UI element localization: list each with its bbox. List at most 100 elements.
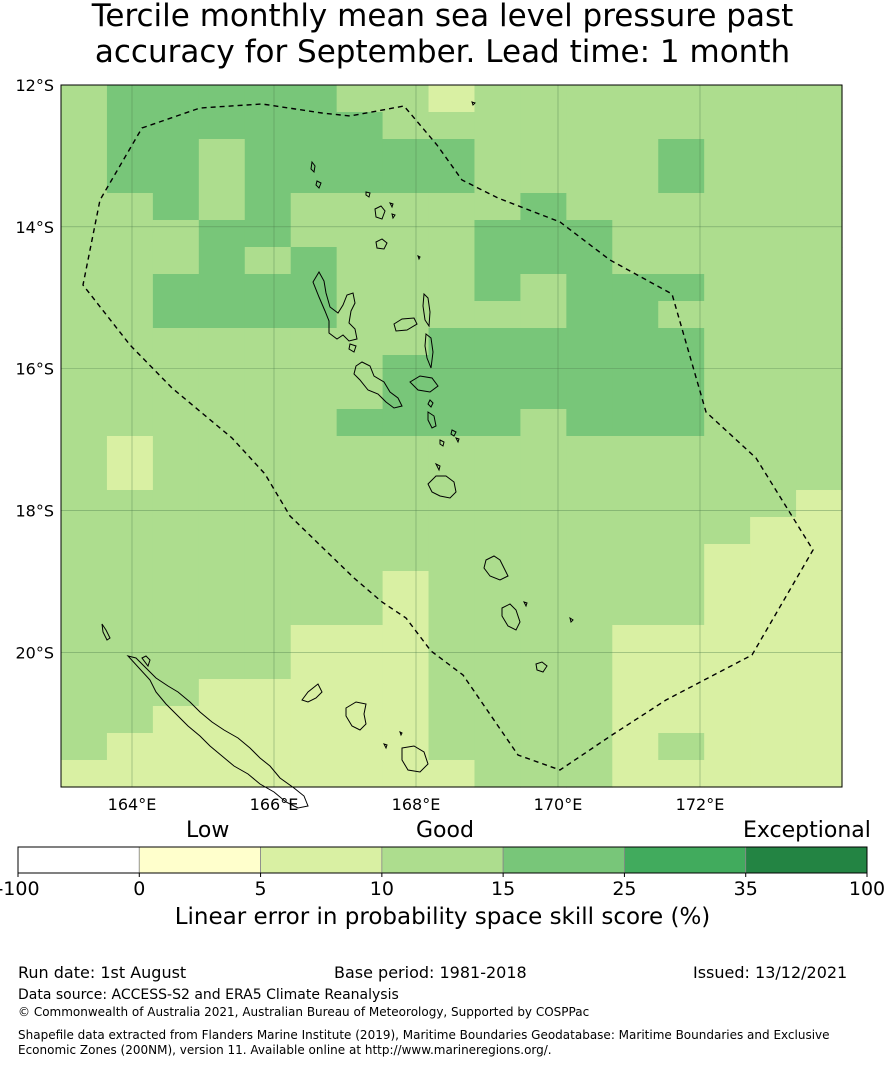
grid-cell	[704, 598, 751, 626]
grid-cell	[704, 544, 751, 572]
island-paama	[427, 399, 434, 408]
grid-cell	[520, 706, 567, 734]
grid-cell	[796, 760, 843, 788]
grid-cell	[198, 166, 246, 194]
grid-cell	[152, 85, 200, 113]
grid-cell	[61, 733, 108, 761]
grid-cell	[336, 139, 384, 167]
grid-cell	[658, 436, 705, 464]
grid-cell	[566, 706, 613, 734]
grid-cell	[566, 760, 613, 788]
grid-cell	[474, 760, 522, 788]
grid-cell	[152, 679, 200, 707]
grid-cell	[796, 436, 843, 464]
grid-cell	[106, 328, 154, 356]
island-erromango	[483, 555, 509, 581]
grid-cell	[382, 517, 430, 545]
grid-cell	[382, 463, 430, 491]
grid-cell	[106, 598, 154, 626]
grid-cell	[61, 247, 108, 275]
grid-cell	[106, 679, 154, 707]
grid-cell	[520, 247, 567, 275]
grid-cell	[704, 274, 751, 302]
grid-cell	[152, 382, 200, 410]
grid-cell	[198, 247, 246, 275]
island-aniwa	[523, 601, 528, 608]
grid-cell	[290, 193, 338, 221]
grid-cell	[796, 85, 843, 113]
colorbar-tick-label: 0	[133, 878, 145, 900]
grid-cell	[474, 544, 522, 572]
grid-cell	[612, 436, 659, 464]
grid-cell	[704, 166, 751, 194]
legend-category-exceptional: Exceptional	[743, 818, 871, 843]
grid-cell	[750, 274, 797, 302]
grid-cell	[244, 490, 292, 518]
grid-cell	[61, 436, 108, 464]
grid-cell	[382, 436, 430, 464]
colorbar-tick-label: 35	[734, 878, 758, 900]
colorbar-caption: Linear error in probability space skill …	[174, 904, 711, 930]
colorbar: -100 0 5 10 15 25 35 100	[0, 846, 885, 900]
grid-cell	[612, 760, 659, 788]
grid-cell	[520, 112, 567, 140]
legend-category-good: Good	[416, 818, 474, 843]
grid-cell	[750, 409, 797, 437]
grid-cell	[61, 382, 108, 410]
grid-cell	[336, 436, 384, 464]
grid-cell	[612, 625, 659, 653]
grid-cell	[612, 166, 659, 194]
grid-cell	[520, 301, 567, 329]
grid-cell	[382, 247, 430, 275]
grid-cell	[612, 112, 659, 140]
island-gaua	[375, 238, 388, 250]
grid-cell	[428, 517, 476, 545]
grid-cell	[428, 598, 476, 626]
grid-cell	[290, 625, 338, 653]
grid-cell	[658, 328, 705, 356]
grid-cell	[704, 517, 751, 545]
grid-cell	[796, 571, 843, 599]
grid-cell	[796, 220, 843, 248]
latitude-label: 14°S	[15, 218, 54, 237]
grid-cell	[658, 490, 705, 518]
grid-cell	[796, 301, 843, 329]
grid-cell	[198, 652, 246, 680]
grid-cell	[336, 85, 384, 113]
grid-cell	[290, 652, 338, 680]
grid-cell	[704, 679, 751, 707]
grid-cell	[106, 760, 154, 788]
grid-cell	[520, 220, 567, 248]
grid-cell	[428, 85, 476, 113]
grid-cell	[152, 760, 200, 788]
grid-cell	[428, 166, 476, 194]
grid-cell	[61, 679, 108, 707]
island-vanua-lava	[389, 202, 396, 220]
grid-cell	[566, 193, 613, 221]
grid-cell	[750, 382, 797, 410]
grid-cell	[290, 436, 338, 464]
grid-cell	[474, 517, 522, 545]
grid-cell	[566, 328, 613, 356]
grid-cell	[520, 409, 567, 437]
grid-cell	[474, 652, 522, 680]
grid-cell	[106, 571, 154, 599]
grid-cell	[474, 328, 522, 356]
grid-cell	[474, 301, 522, 329]
grid-cell	[106, 85, 154, 113]
grid-cell	[750, 733, 797, 761]
grid-cell	[520, 166, 567, 194]
grid-cell	[750, 112, 797, 140]
grid-cell	[152, 571, 200, 599]
grid-cell	[520, 436, 567, 464]
grid-cell	[474, 463, 522, 491]
grid-cell	[520, 328, 567, 356]
legend-category-low: Low	[186, 818, 230, 843]
grid-cell	[336, 517, 384, 545]
grid-cell	[658, 706, 705, 734]
grid-cell	[796, 490, 843, 518]
grid-cell	[244, 247, 292, 275]
grid-cell	[198, 490, 246, 518]
grid-cell	[336, 571, 384, 599]
grid-cell	[612, 193, 659, 221]
